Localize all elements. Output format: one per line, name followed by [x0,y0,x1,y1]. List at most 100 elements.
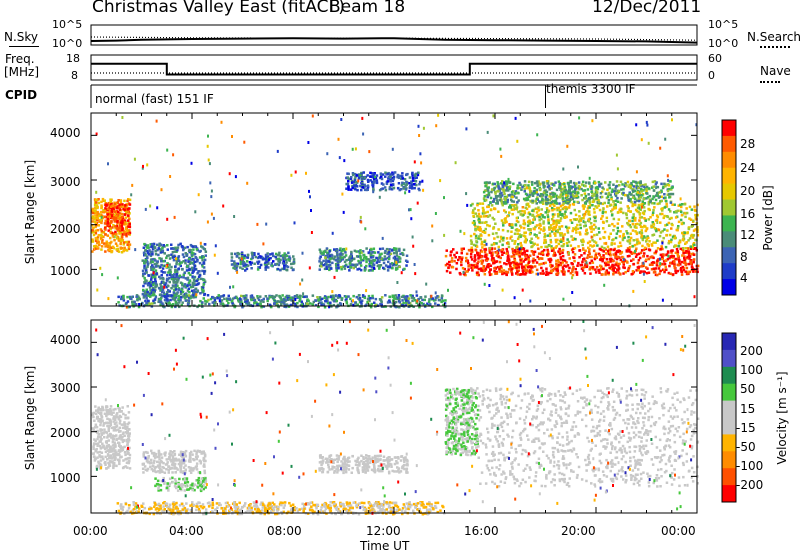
power-cell [417,297,421,301]
power-cell [637,258,641,262]
power-cell [638,223,642,226]
power-cell [250,298,253,302]
power-cell [484,227,487,231]
power-cell [186,284,189,287]
power-cell [562,271,566,274]
power-cell [594,252,598,255]
power-cell [684,270,687,273]
power-cell [550,200,554,204]
power-cell [569,244,573,247]
power-cell [413,179,416,182]
power-cell [621,237,625,240]
power-cell [543,189,546,193]
power-cell [563,216,567,219]
power-cell [686,231,689,235]
power-cell [517,266,520,269]
power-cell [322,250,325,253]
power-cell [639,251,643,255]
power-cell [621,225,624,228]
power-cell [671,192,675,196]
power-cell [666,193,669,196]
power-cell [519,250,522,253]
power-cell [142,251,146,254]
power-cell [563,259,567,262]
power-cell [556,267,559,271]
noise-right-bottom-tick: 10^0 [708,37,739,50]
power-cell [97,247,100,250]
power-cell [494,222,497,225]
power-cell [483,250,487,254]
power-cell [138,297,141,301]
power-cell [506,215,509,218]
power-cell [188,248,191,252]
power-cell [545,198,548,201]
power-cell [514,240,517,243]
power-cell [584,184,587,188]
power-cell [136,298,139,302]
power-cell [640,229,643,232]
power-cell [694,270,698,273]
power-cell [389,180,392,183]
power-cell [607,250,610,253]
power-cell [532,190,536,193]
power-cell [369,171,372,175]
power-cell [658,272,661,276]
power-cell [233,267,237,270]
power-cell [532,192,536,195]
power-cell [607,224,611,227]
power-cell [202,297,205,300]
power-cell [659,200,662,203]
power-cell [93,203,97,207]
power-cell [151,242,154,246]
power-cell [243,294,246,298]
power-cell [351,173,355,177]
power-cell [487,204,491,207]
power-cell [380,252,383,256]
power-ytick-4000: 4000 [50,126,81,140]
power-cell [122,229,125,233]
power-cell [615,264,619,267]
power-cell [346,176,349,179]
power-cell [293,295,297,298]
power-cell [655,191,659,195]
power-cell [673,235,676,238]
power-cell [543,248,546,252]
power-cell [516,184,520,187]
power-cell [403,185,406,189]
power-cell [174,288,178,291]
power-cell [118,232,121,235]
power-cell [548,226,551,229]
power-cell [561,248,565,252]
power-cell [188,262,192,265]
power-cell [605,261,608,264]
power-cell [240,252,244,255]
power-cell [603,236,606,240]
power-cell [654,267,658,270]
power-cell [147,246,150,250]
power-cell [181,246,184,249]
power-cell [107,248,110,252]
power-cell [360,299,364,302]
power-cell [389,305,393,308]
power-cell [626,255,630,258]
power-cell [522,222,525,226]
power-cell [648,263,652,266]
power-cell [158,257,161,260]
power-cell [284,263,287,267]
power-cell [576,195,580,199]
power-cell [661,212,664,216]
power-cell [401,175,404,178]
power-cell [669,210,672,213]
power-cell [551,228,555,231]
power-cell [611,238,614,242]
power-cell [517,247,520,251]
power-cell [98,243,101,247]
power-cell [167,284,170,288]
power-cell [491,232,495,235]
power-cell [598,185,601,188]
power-cell [645,238,649,241]
power-cell [558,186,561,189]
power-cell [575,273,579,276]
power-cell [577,245,580,248]
power-cell [479,254,482,258]
